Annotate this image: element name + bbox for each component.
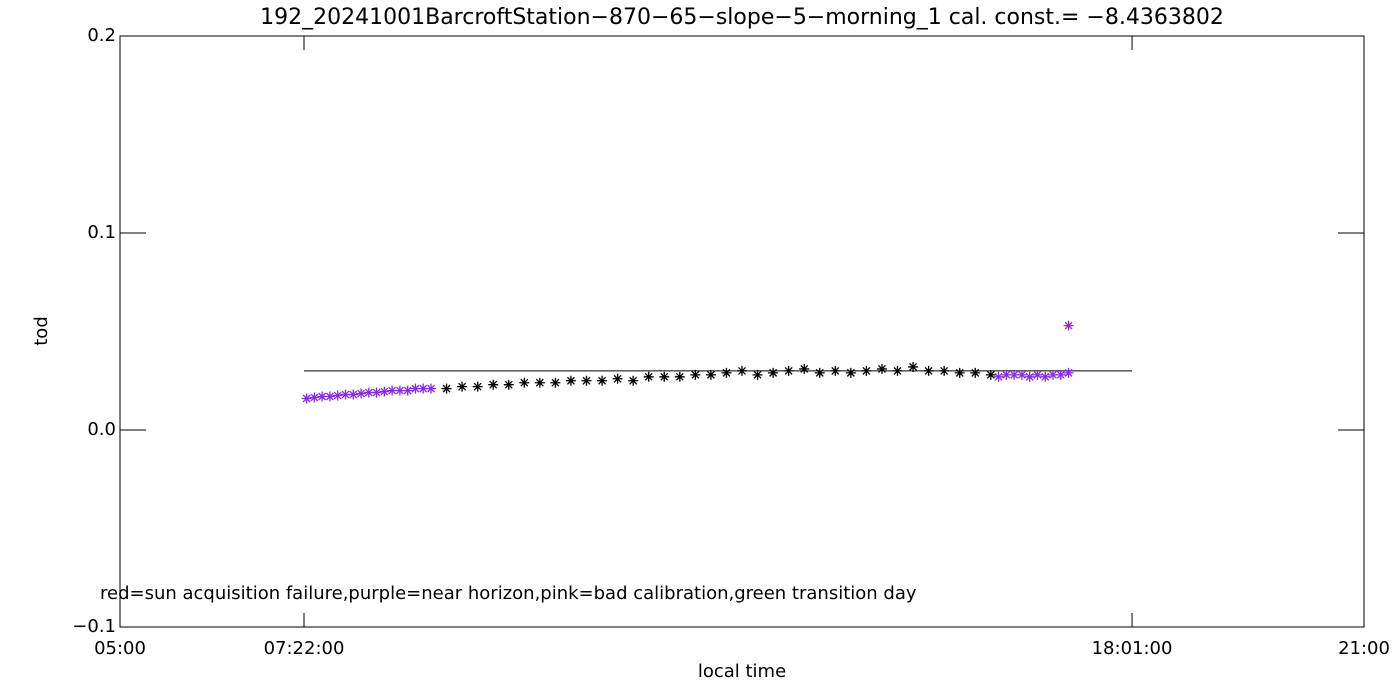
data-point	[1063, 320, 1074, 331]
annotation: red=sun acquisition failure,purple=near …	[100, 583, 917, 604]
y-axis-label: tod	[31, 316, 52, 346]
y-tick-label: 0.1	[87, 222, 116, 243]
data-point	[1032, 369, 1043, 380]
chart-title: 192_20241001BarcroftStation−870−65−slope…	[260, 5, 1224, 30]
data-point	[472, 381, 483, 392]
data-point	[1016, 369, 1027, 380]
data-point	[845, 367, 856, 378]
x-tick-label: 05:00	[94, 638, 146, 659]
data-point	[876, 363, 887, 374]
data-point	[970, 367, 981, 378]
data-point	[830, 365, 841, 376]
data-point	[363, 387, 374, 398]
data-point	[1001, 369, 1012, 380]
data-point	[503, 379, 514, 390]
data-point	[908, 361, 919, 372]
data-point	[488, 379, 499, 390]
data-point	[301, 393, 312, 404]
y-tick-label: 0.2	[87, 25, 116, 46]
data-point	[705, 369, 716, 380]
data-point	[1063, 367, 1074, 378]
data-point	[565, 375, 576, 386]
data-point	[814, 367, 825, 378]
data-point	[348, 389, 359, 400]
data-point	[643, 371, 654, 382]
data-point	[954, 367, 965, 378]
data-point	[752, 369, 763, 380]
y-tick-label: 0.0	[87, 419, 116, 440]
data-point	[387, 385, 398, 396]
data-point	[356, 388, 367, 399]
data-point	[939, 365, 950, 376]
data-point	[597, 375, 608, 386]
data-point	[799, 363, 810, 374]
data-point	[1048, 369, 1058, 380]
data-point	[628, 375, 639, 386]
x-axis-label: local time	[698, 661, 786, 682]
data-point	[324, 391, 335, 402]
data-point	[309, 392, 320, 403]
data-point	[457, 381, 468, 392]
data-point	[581, 375, 592, 386]
data-point	[1055, 369, 1066, 380]
data-point	[1009, 369, 1020, 380]
data-point	[402, 385, 413, 396]
data-point	[768, 367, 779, 378]
data-point	[892, 365, 903, 376]
data-point	[783, 365, 794, 376]
data-point	[690, 369, 701, 380]
data-point	[993, 371, 1004, 382]
data-point	[426, 383, 436, 394]
data-point	[861, 365, 872, 376]
data-point	[379, 386, 390, 397]
data-point	[441, 383, 452, 394]
data-point	[418, 383, 429, 394]
data-point	[985, 369, 996, 380]
data-point	[317, 391, 328, 402]
data-point	[674, 371, 685, 382]
data-point	[410, 383, 421, 394]
data-point	[721, 367, 732, 378]
data-point	[519, 377, 530, 388]
data-point	[332, 390, 343, 401]
data-point	[1040, 371, 1051, 382]
data-point	[394, 385, 405, 396]
y-tick-label: −0.1	[72, 616, 116, 637]
data-point	[923, 365, 934, 376]
plot-frame	[119, 35, 1365, 628]
x-tick-label: 07:22:00	[264, 638, 345, 659]
data-point	[371, 387, 382, 398]
x-tick-label: 21:00	[1338, 638, 1390, 659]
data-point	[534, 377, 545, 388]
data-point	[659, 371, 670, 382]
x-tick-label: 18:01:00	[1092, 638, 1173, 659]
data-point	[1024, 371, 1035, 382]
data-point	[340, 389, 351, 400]
data-point	[737, 365, 747, 376]
data-point	[612, 373, 623, 384]
data-point	[550, 377, 561, 388]
